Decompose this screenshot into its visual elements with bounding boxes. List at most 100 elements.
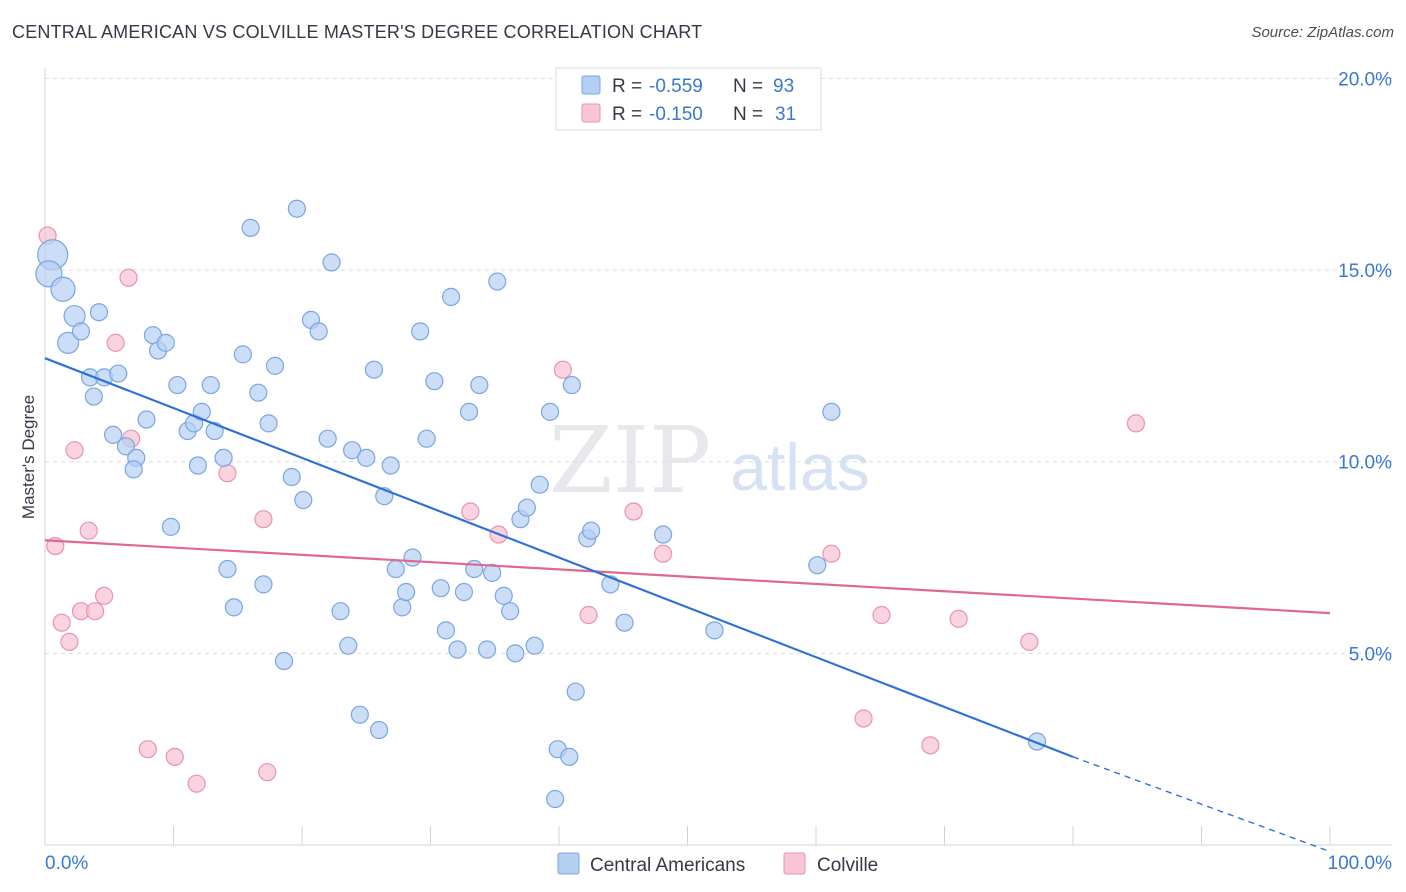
central-americans-point — [653, 525, 673, 544]
central-americans-point — [403, 548, 422, 567]
x-tick-label-min: 0.0% — [45, 853, 88, 874]
central-americans-point — [470, 375, 489, 395]
central-americans-point — [560, 747, 579, 766]
central-americans-point — [448, 640, 467, 659]
legend-n-value-1: 93 — [773, 76, 794, 97]
central-americans-point — [357, 448, 376, 467]
central-americans-point — [109, 364, 128, 383]
colville-point — [258, 763, 277, 782]
legend-bottom-swatch-blue — [557, 852, 580, 875]
central-americans-point — [494, 586, 513, 605]
central-americans-point — [705, 621, 724, 640]
central-americans-point — [566, 682, 585, 701]
y-tick-label-10: 10.0% — [1338, 453, 1392, 474]
colville-point — [254, 510, 273, 529]
gridlines — [45, 77, 1392, 654]
x-tick-label-max: 100.0% — [1328, 853, 1393, 874]
colville-point — [187, 774, 206, 793]
central-americans-trend-line — [44, 357, 1074, 758]
legend-series: Central Americans Colville — [557, 852, 878, 876]
colville-point — [653, 544, 673, 563]
colville-trend-line — [44, 539, 1331, 615]
central-americans-point — [89, 303, 109, 322]
central-americans-point — [525, 636, 544, 655]
central-americans-point — [241, 218, 260, 237]
central-americans-point — [104, 425, 123, 444]
central-americans-point — [615, 613, 634, 632]
central-americans-point — [309, 322, 328, 341]
central-americans-point — [540, 402, 560, 421]
central-americans-point — [1027, 732, 1047, 751]
central-americans-point — [50, 276, 76, 302]
central-americans-point — [224, 598, 243, 617]
central-americans-point — [168, 375, 187, 395]
central-americans-point — [84, 387, 103, 406]
central-americans-point — [254, 575, 273, 594]
colville-point — [65, 441, 84, 460]
central-americans-point — [808, 556, 827, 575]
central-americans-point — [431, 579, 450, 598]
colville-point — [165, 747, 184, 766]
x-tick-labels: 0.0% 100.0% — [45, 853, 1392, 874]
legend-bottom-label-pink: Colville — [817, 855, 878, 876]
central-americans-point — [396, 582, 416, 602]
central-americans-point — [339, 636, 358, 655]
colville-point — [138, 740, 157, 759]
central-americans-point — [477, 640, 497, 659]
central-americans-point — [417, 429, 436, 448]
central-americans-point — [459, 402, 479, 421]
colville-point — [872, 605, 891, 625]
central-americans-point — [71, 322, 91, 341]
colville-point — [119, 268, 138, 287]
central-americans-point — [582, 521, 601, 540]
colville-point — [553, 360, 572, 379]
central-americans-point — [192, 402, 211, 421]
colville-point — [921, 736, 940, 755]
chart-title: CENTRAL AMERICAN VS COLVILLE MASTER'S DE… — [12, 22, 703, 42]
central-americans-point — [124, 460, 143, 479]
central-americans-point — [822, 402, 841, 421]
central-americans-point — [506, 644, 525, 663]
central-americans-point — [201, 375, 220, 395]
legend-swatch-pink — [581, 103, 601, 123]
central-americans-point — [294, 490, 313, 510]
source-label: Source: ZipAtlas.com — [1251, 24, 1394, 41]
central-americans-point — [562, 375, 581, 395]
central-americans-point — [546, 789, 565, 809]
central-americans-point — [318, 429, 337, 448]
colville-point — [624, 502, 643, 521]
central-americans-point — [436, 621, 456, 640]
colville-point — [1126, 414, 1146, 433]
central-americans-point — [488, 272, 507, 291]
legend-bottom-label-blue: Central Americans — [590, 855, 745, 876]
central-americans-point — [393, 598, 412, 617]
watermark-zip: ZIP — [549, 407, 711, 514]
y-tick-labels: 5.0% 10.0% 15.0% 20.0% — [1338, 69, 1392, 665]
central-americans-point — [116, 437, 136, 456]
legend-r-value-2: -0.150 — [649, 104, 703, 125]
central-americans-point — [137, 410, 156, 429]
central-americans-point — [156, 333, 175, 352]
central-americans-point — [454, 582, 474, 602]
central-americans-point — [259, 414, 278, 433]
colville-point — [79, 521, 98, 540]
central-americans-point — [381, 456, 400, 475]
y-tick-label-20: 20.0% — [1338, 69, 1392, 90]
central-americans-point — [322, 253, 341, 272]
central-americans-point — [274, 651, 294, 671]
legend-bottom-swatch-pink — [783, 852, 806, 875]
colville-point — [106, 333, 125, 352]
y-tick-label-5: 5.0% — [1349, 644, 1392, 665]
central-americans-point — [530, 475, 549, 494]
central-americans-point — [517, 498, 536, 517]
central-americans-point — [188, 456, 208, 475]
colville-point — [60, 632, 79, 651]
legend-stats: R = -0.559 N = 93 R = -0.150 N = 31 — [555, 67, 822, 131]
legend-swatch-blue — [581, 75, 601, 95]
y-tick-label-15: 15.0% — [1338, 261, 1392, 282]
colville-point — [579, 605, 598, 625]
central-americans-point — [350, 705, 369, 724]
trend-lines — [44, 357, 1331, 853]
central-americans-point — [249, 383, 268, 402]
